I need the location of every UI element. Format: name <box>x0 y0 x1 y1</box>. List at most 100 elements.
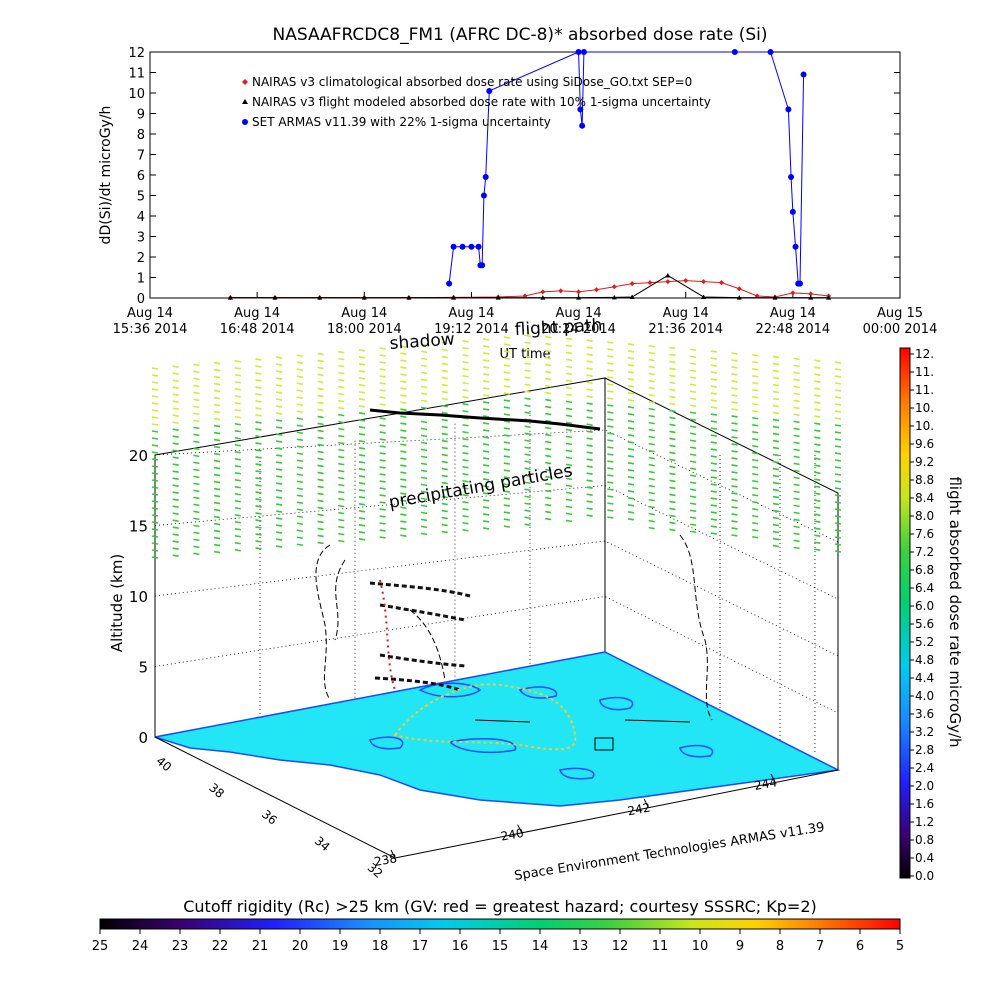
precip-mark <box>648 449 655 453</box>
precip-mark <box>255 512 262 515</box>
precip-mark <box>172 484 179 487</box>
precip-mark <box>834 501 842 504</box>
precip-mark <box>317 408 324 412</box>
precip-mark <box>255 519 262 522</box>
altitude-tick-label: 10 <box>129 588 148 606</box>
precip-mark <box>379 466 386 469</box>
precip-mark <box>814 373 821 376</box>
precip-mark <box>731 429 738 432</box>
precip-mark <box>358 370 366 373</box>
precip-mark <box>607 383 614 386</box>
precip-mark <box>793 420 800 424</box>
precip-mark <box>172 449 179 452</box>
precip-mark <box>607 453 614 456</box>
ground-contour <box>369 736 404 750</box>
data-point <box>577 106 584 113</box>
x-tick-label-time: 00:00 2014 <box>863 322 938 337</box>
precip-mark <box>669 388 676 392</box>
precip-mark <box>255 449 262 452</box>
precip-mark <box>834 480 842 483</box>
dose-colorbar-tick-label: 1.6 <box>915 797 934 811</box>
rigidity-colorbar-tick-label: 11 <box>652 939 669 954</box>
precip-mark <box>379 396 386 399</box>
rigidity-colorbar-tick-label: 12 <box>612 939 629 954</box>
precip-mark <box>834 403 842 406</box>
lat-tick-label: 40 <box>153 754 174 775</box>
precip-mark <box>462 381 469 385</box>
precip-mark <box>793 392 800 396</box>
y-tick-label: 1 <box>137 272 145 287</box>
precip-mark <box>151 388 159 391</box>
precip-mark <box>379 382 386 385</box>
precip-mark <box>379 536 386 539</box>
precip-mark <box>213 501 221 505</box>
precip-mark <box>400 401 407 404</box>
precip-mark <box>213 459 221 463</box>
precip-mark <box>752 507 759 511</box>
precip-mark <box>338 532 345 536</box>
precip-mark <box>627 490 635 493</box>
precip-mark <box>296 508 304 512</box>
precip-mark <box>814 464 821 467</box>
precip-mark <box>814 387 821 390</box>
precip-mark <box>483 471 490 474</box>
precip-mark <box>441 404 448 408</box>
precip-mark <box>255 456 262 459</box>
data-point <box>611 284 617 290</box>
precip-mark <box>317 457 324 461</box>
precip-mark <box>793 546 800 550</box>
precip-mark <box>193 405 200 409</box>
precip-mark <box>462 437 469 441</box>
ground-axes <box>154 736 839 859</box>
precip-mark <box>462 479 469 483</box>
lat-tick-label: 38 <box>206 780 227 801</box>
precip-mark <box>213 508 221 512</box>
precip-mark <box>607 439 614 442</box>
precip-mark <box>276 517 283 520</box>
precip-mark <box>255 414 262 417</box>
precip-mark <box>213 452 221 456</box>
precip-mark <box>255 400 262 403</box>
precip-mark <box>441 516 448 520</box>
rigidity-colorbar-tick-label: 25 <box>92 939 109 954</box>
precip-mark <box>710 413 717 416</box>
precip-mark <box>793 504 800 508</box>
x-tick-label-date: Aug 14 <box>127 306 173 321</box>
precip-mark <box>731 380 738 383</box>
precip-mark <box>213 473 221 477</box>
precip-mark <box>276 370 283 373</box>
precip-mark <box>648 358 655 362</box>
dose-colorbar-title: flight absorbed dose rate microGy/h <box>946 476 964 747</box>
precip-mark <box>483 429 490 432</box>
precip-mark <box>193 552 200 556</box>
x-tick-label-date: Aug 14 <box>341 306 387 321</box>
precip-mark <box>793 469 800 473</box>
precip-mark <box>379 459 386 462</box>
precip-mark <box>503 476 510 479</box>
precip-mark <box>524 502 531 506</box>
data-point <box>482 174 489 181</box>
precip-mark <box>834 424 842 427</box>
precip-mark <box>358 384 366 387</box>
precip-mark <box>586 451 593 454</box>
precip-mark <box>193 454 200 458</box>
precip-mark <box>483 359 490 362</box>
precip-mark <box>441 474 448 478</box>
precip-mark <box>689 495 697 499</box>
precip-mark <box>689 432 697 436</box>
precip-mark <box>586 507 593 510</box>
precip-mark <box>379 403 386 406</box>
precip-mark <box>172 498 179 501</box>
precip-mark <box>441 362 448 366</box>
precip-mark <box>255 484 262 487</box>
precip-mark <box>689 516 697 520</box>
precip-mark <box>834 543 842 546</box>
precip-mark <box>565 442 573 446</box>
x-tick-label-time: 22:48 2014 <box>756 322 831 337</box>
precip-mark <box>213 550 221 554</box>
precip-mark <box>213 529 221 533</box>
precip-mark <box>689 411 697 415</box>
data-point <box>451 295 457 300</box>
precip-mark <box>213 515 221 519</box>
